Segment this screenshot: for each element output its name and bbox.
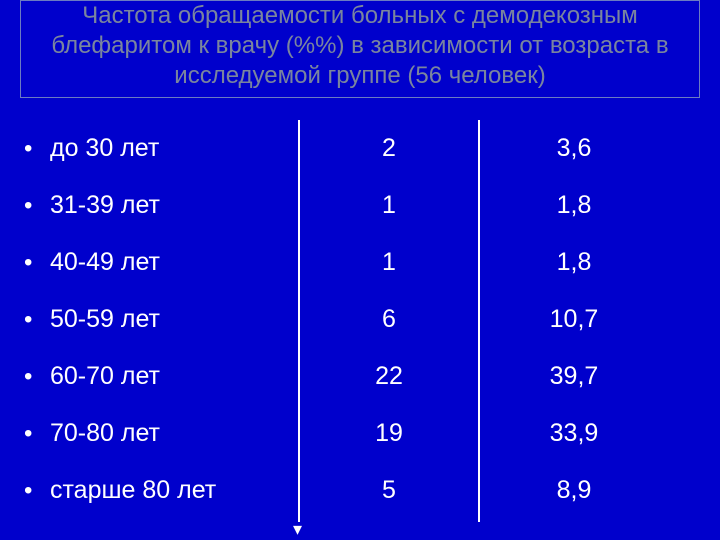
cell-percent: 33,9 [474, 419, 674, 448]
slide: Частота обращаемости больных с демодекоз… [0, 0, 720, 540]
bullet-icon: • [24, 365, 50, 389]
cell-percent: 3,6 [474, 134, 674, 163]
bullet-icon: • [24, 479, 50, 503]
cell-count: 1 [304, 191, 474, 220]
table-row: • до 30 лет 2 3,6 [24, 120, 696, 177]
table-row: • 50-59 лет 6 10,7 [24, 291, 696, 348]
table-row: • 70-80 лет 19 33,9 [24, 405, 696, 462]
table-row: • 60-70 лет 22 39,7 [24, 348, 696, 405]
cell-age: • 60-70 лет [24, 362, 304, 391]
title-box: Частота обращаемости больных с демодекоз… [20, 0, 700, 98]
age-label: 70-80 лет [50, 419, 160, 448]
cell-percent: 1,8 [474, 248, 674, 277]
cell-count: 2 [304, 134, 474, 163]
arrow-down-icon: ▾ [293, 520, 302, 538]
cell-count: 22 [304, 362, 474, 391]
table-content: • до 30 лет 2 3,6 • 31-39 лет 1 1,8 • 40… [0, 106, 720, 519]
cell-count: 5 [304, 476, 474, 505]
slide-title: Частота обращаемости больных с демодекоз… [41, 1, 679, 91]
bullet-icon: • [24, 422, 50, 446]
cell-age: • 50-59 лет [24, 305, 304, 334]
cell-age: • до 30 лет [24, 134, 304, 163]
cell-age: • 40-49 лет [24, 248, 304, 277]
age-label: до 30 лет [50, 134, 159, 163]
cell-count: 1 [304, 248, 474, 277]
bullet-icon: • [24, 308, 50, 332]
cell-age: • 70-80 лет [24, 419, 304, 448]
cell-percent: 39,7 [474, 362, 674, 391]
title-container: Частота обращаемости больных с демодекоз… [0, 0, 720, 98]
column-divider-1 [298, 120, 300, 522]
cell-count: 19 [304, 419, 474, 448]
cell-percent: 1,8 [474, 191, 674, 220]
age-label: 31-39 лет [50, 191, 160, 220]
table-row: • старше 80 лет 5 8,9 [24, 462, 696, 519]
age-label: 40-49 лет [50, 248, 160, 277]
cell-count: 6 [304, 305, 474, 334]
table-row: • 40-49 лет 1 1,8 [24, 234, 696, 291]
cell-percent: 8,9 [474, 476, 674, 505]
age-label: 50-59 лет [50, 305, 160, 334]
table-row: • 31-39 лет 1 1,8 [24, 177, 696, 234]
cell-percent: 10,7 [474, 305, 674, 334]
bullet-icon: • [24, 137, 50, 161]
bullet-icon: • [24, 251, 50, 275]
bullet-icon: • [24, 194, 50, 218]
age-label: старше 80 лет [50, 476, 216, 505]
cell-age: • 31-39 лет [24, 191, 304, 220]
column-divider-2 [478, 120, 480, 522]
age-label: 60-70 лет [50, 362, 160, 391]
cell-age: • старше 80 лет [24, 476, 304, 505]
